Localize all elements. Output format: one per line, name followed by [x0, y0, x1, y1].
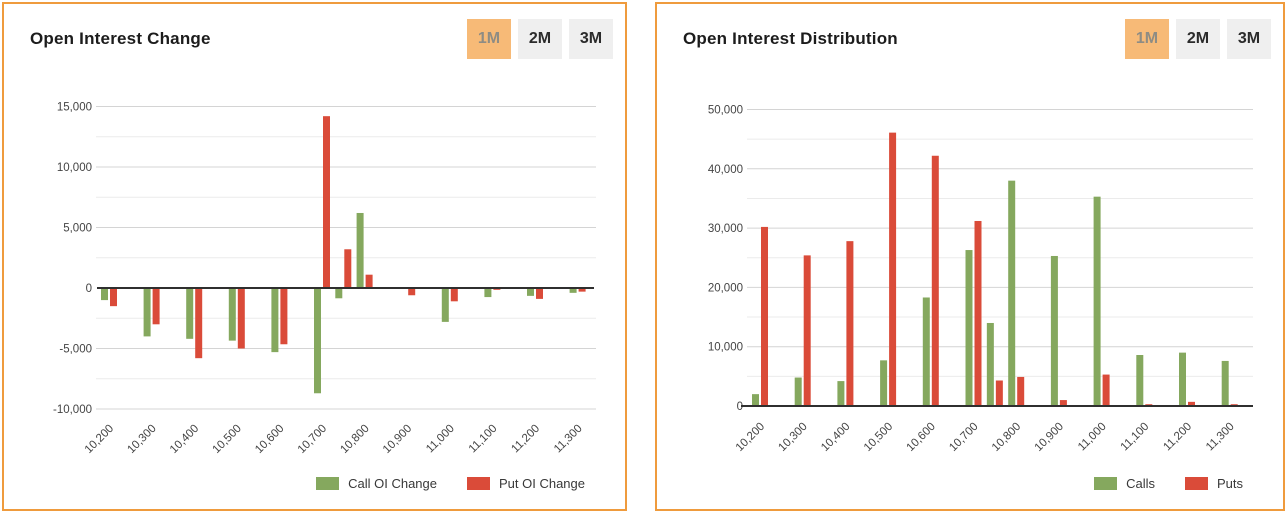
svg-text:50,000: 50,000: [708, 105, 743, 117]
legend-item-put-oi-change: Put OI Change: [467, 476, 585, 491]
svg-text:11,300: 11,300: [1204, 421, 1237, 454]
svg-text:10,500: 10,500: [211, 423, 244, 456]
svg-text:10,400: 10,400: [168, 423, 201, 456]
svg-text:11,100: 11,100: [467, 423, 500, 456]
svg-text:0: 0: [86, 283, 92, 295]
legend-item-call-oi-change: Call OI Change: [316, 476, 437, 491]
svg-text:10,800: 10,800: [990, 421, 1023, 454]
range-button-group: 1M 2M 3M: [467, 19, 613, 59]
page-title: Open Interest Change: [30, 29, 211, 48]
svg-text:10,900: 10,900: [1033, 421, 1066, 454]
svg-text:10,700: 10,700: [296, 423, 329, 456]
call-series-swatch-icon: [316, 477, 340, 490]
svg-text:-10,000: -10,000: [53, 404, 92, 416]
legend-label: Put OI Change: [499, 476, 585, 491]
legend-label: Puts: [1216, 476, 1243, 491]
svg-text:10,600: 10,600: [905, 421, 938, 454]
svg-text:5,000: 5,000: [63, 223, 92, 235]
put-series-swatch-icon: [467, 477, 490, 490]
svg-text:11,300: 11,300: [552, 423, 585, 456]
legend-label: Call OI Change: [348, 476, 437, 491]
oi-distribution-bar-chart: 0 10,000 20,000 30,000 40,000 50,000 10,200 10,…: [708, 105, 1253, 454]
svg-text:20,000: 20,000: [708, 282, 743, 294]
chart-legend: Call OI Change Put OI Change: [316, 476, 585, 491]
svg-text:15,000: 15,000: [57, 102, 92, 114]
svg-text:0: 0: [737, 401, 743, 413]
svg-text:11,100: 11,100: [1119, 421, 1152, 454]
oi-change-bar-chart: -10,000 -5,000 0 5,000 10,000 15,000 10,200 10,…: [53, 102, 596, 456]
svg-text:11,000: 11,000: [424, 423, 457, 456]
svg-text:10,300: 10,300: [125, 423, 158, 456]
range-button-group: 1M 2M 3M: [1125, 19, 1271, 59]
svg-text:11,200: 11,200: [509, 423, 542, 456]
legend-item-puts: Puts: [1184, 476, 1243, 491]
legend-label: Calls: [1126, 476, 1155, 491]
range-button-3m[interactable]: 3M: [1227, 19, 1271, 59]
svg-text:10,200: 10,200: [734, 421, 767, 454]
panel-header: Open Interest Distribution 1M 2M 3M: [657, 4, 1283, 59]
svg-text:10,600: 10,600: [253, 423, 286, 456]
panel-header: Open Interest Change 1M 2M 3M: [4, 4, 625, 59]
svg-text:40,000: 40,000: [708, 164, 743, 176]
svg-text:10,500: 10,500: [862, 421, 895, 454]
call-series-swatch-icon: [1094, 477, 1118, 490]
put-series-swatch-icon: [1184, 477, 1208, 490]
range-button-2m[interactable]: 2M: [518, 19, 562, 59]
legend-item-calls: Calls: [1094, 476, 1155, 491]
svg-text:10,000: 10,000: [708, 342, 743, 354]
open-interest-distribution-panel: Open Interest Distribution 1M 2M 3M 0 10,…: [655, 2, 1285, 511]
range-button-1m[interactable]: 1M: [1125, 19, 1169, 59]
svg-text:10,400: 10,400: [819, 421, 852, 454]
svg-text:30,000: 30,000: [708, 223, 743, 235]
svg-text:10,300: 10,300: [776, 421, 809, 454]
svg-text:10,000: 10,000: [57, 162, 92, 174]
open-interest-change-panel: Open Interest Change 1M 2M 3M -10,000 -5,…: [2, 2, 627, 511]
svg-text:11,000: 11,000: [1076, 421, 1109, 454]
svg-text:10,800: 10,800: [338, 423, 371, 456]
range-button-1m[interactable]: 1M: [467, 19, 511, 59]
svg-text:10,900: 10,900: [381, 423, 414, 456]
svg-text:-5,000: -5,000: [59, 344, 92, 356]
page-title: Open Interest Distribution: [683, 29, 898, 48]
svg-text:11,200: 11,200: [1161, 421, 1194, 454]
svg-text:10,700: 10,700: [947, 421, 980, 454]
chart-legend: Calls Puts: [1094, 476, 1243, 491]
range-button-2m[interactable]: 2M: [1176, 19, 1220, 59]
svg-text:10,200: 10,200: [83, 423, 116, 456]
range-button-3m[interactable]: 3M: [569, 19, 613, 59]
